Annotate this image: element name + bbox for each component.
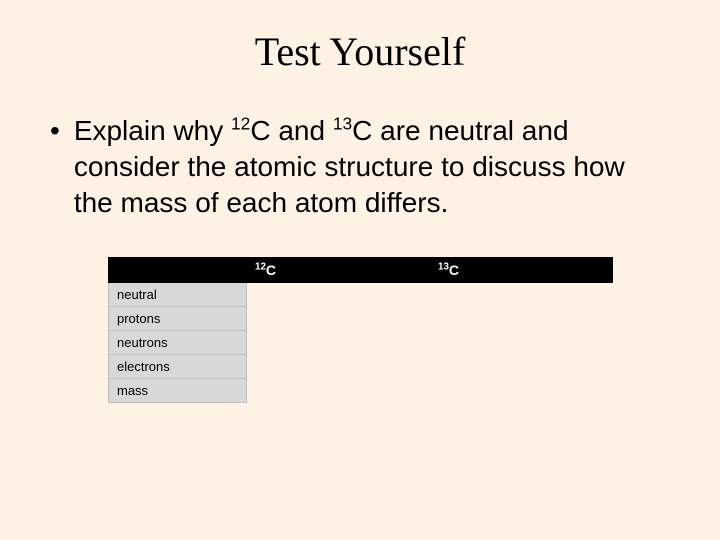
table-cell <box>430 307 613 331</box>
slide-title: Test Yourself <box>0 28 720 75</box>
isotope-table: 12C 13C neutral protons neutrons electro <box>108 257 612 403</box>
row-label: electrons <box>109 355 247 379</box>
row-label: neutral <box>109 283 247 307</box>
table-header-col1-sym: C <box>266 262 276 278</box>
bullet-marker: • <box>48 113 74 149</box>
table-cell <box>247 307 430 331</box>
table-cell <box>247 331 430 355</box>
bullet-text: Explain why 12C and 13C are neutral and … <box>74 113 658 221</box>
table-cell <box>430 331 613 355</box>
table-header-col1-sup: 12 <box>255 261 266 272</box>
table-row: mass <box>109 379 613 403</box>
table-header-col2: 13C <box>430 258 613 283</box>
isotope-2-sup: 13 <box>333 114 352 134</box>
row-label: neutrons <box>109 331 247 355</box>
bullet-item: • Explain why 12C and 13C are neutral an… <box>48 113 658 221</box>
isotope-1-symbol: C <box>250 115 270 146</box>
table-cell <box>430 355 613 379</box>
table-row: neutral <box>109 283 613 307</box>
bullet-text-pre1: Explain why <box>74 115 231 146</box>
table-row: protons <box>109 307 613 331</box>
table-header-col1: 12C <box>247 258 430 283</box>
isotope-2-symbol: C <box>352 115 372 146</box>
bullet-text-mid1: and <box>271 115 333 146</box>
table-cell <box>247 283 430 307</box>
isotope-1-sup: 12 <box>231 114 250 134</box>
table-header-row: 12C 13C <box>109 258 613 283</box>
table-row: neutrons <box>109 331 613 355</box>
row-label: mass <box>109 379 247 403</box>
table-header-col2-sup: 13 <box>438 261 449 272</box>
row-label: protons <box>109 307 247 331</box>
table-cell <box>430 283 613 307</box>
table-cell <box>247 355 430 379</box>
table-row: electrons <box>109 355 613 379</box>
table-cell <box>247 379 430 403</box>
table-header-col2-sym: C <box>449 262 459 278</box>
table-cell <box>430 379 613 403</box>
bullet-list: • Explain why 12C and 13C are neutral an… <box>0 113 720 221</box>
table-header-blank <box>109 258 247 283</box>
